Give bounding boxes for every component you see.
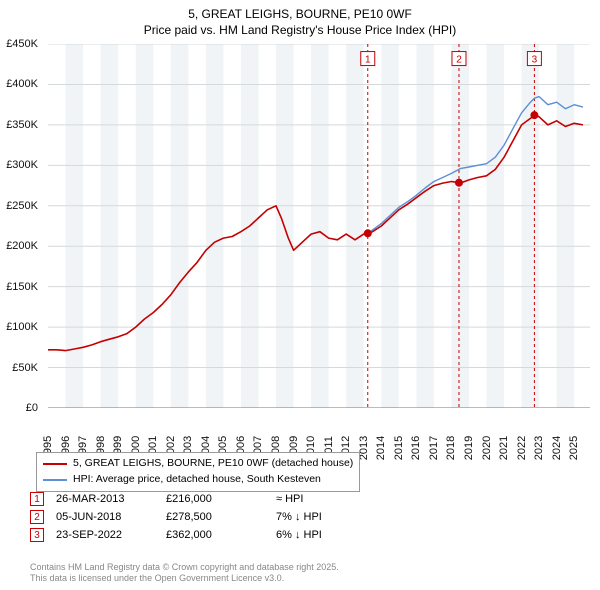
y-tick-label: £300K — [6, 159, 38, 171]
sale-price: £278,500 — [166, 508, 276, 526]
sale-date: 05-JUN-2018 — [56, 508, 166, 526]
sale-vs-hpi: 7% ↓ HPI — [276, 508, 334, 526]
svg-text:1: 1 — [365, 55, 371, 66]
y-tick-label: £350K — [6, 119, 38, 131]
title-subtitle: Price paid vs. HM Land Registry's House … — [0, 22, 600, 38]
table-row: 2 05-JUN-2018£278,5007% ↓ HPI — [30, 508, 334, 526]
x-tick-label: 2025 — [568, 436, 580, 460]
x-tick-label: 2021 — [498, 436, 510, 460]
y-tick-label: £100K — [6, 321, 38, 333]
svg-text:3: 3 — [532, 55, 538, 66]
table-row: 1 26-MAR-2013£216,000≈ HPI — [30, 490, 334, 508]
x-tick-label: 2017 — [428, 436, 440, 460]
x-tick-label: 2014 — [375, 436, 387, 460]
y-tick-label: £400K — [6, 78, 38, 90]
sale-date: 23-SEP-2022 — [56, 526, 166, 544]
y-axis: £0£50K£100K£150K£200K£250K£300K£350K£400… — [0, 44, 44, 408]
y-tick-label: £150K — [6, 281, 38, 293]
legend: 5, GREAT LEIGHS, BOURNE, PE10 0WF (detac… — [36, 452, 360, 492]
footer-attribution: Contains HM Land Registry data © Crown c… — [30, 562, 339, 585]
sale-price: £216,000 — [166, 490, 276, 508]
chart-plot-area: 1 2 3 — [48, 44, 590, 408]
footer-line2: This data is licensed under the Open Gov… — [30, 573, 339, 584]
x-tick-label: 2024 — [551, 436, 563, 460]
y-tick-label: £50K — [12, 362, 38, 374]
x-tick-label: 2016 — [410, 436, 422, 460]
sale-vs-hpi: ≈ HPI — [276, 490, 334, 508]
sale-marker-badge: 1 — [30, 492, 44, 506]
sale-marker-badge: 3 — [30, 528, 44, 542]
y-tick-label: £250K — [6, 200, 38, 212]
sale-marker-badge: 2 — [30, 510, 44, 524]
sales-table: 1 26-MAR-2013£216,000≈ HPI 2 05-JUN-2018£27… — [30, 490, 334, 544]
x-tick-label: 2022 — [516, 436, 528, 460]
chart-title: 5, GREAT LEIGHS, BOURNE, PE10 0WF Price … — [0, 0, 600, 38]
sale-date: 26-MAR-2013 — [56, 490, 166, 508]
x-tick-label: 2019 — [463, 436, 475, 460]
x-tick-label: 2020 — [481, 436, 493, 460]
x-tick-label: 2023 — [533, 436, 545, 460]
chart-svg: 1 2 3 — [48, 44, 590, 408]
legend-swatch — [43, 463, 67, 465]
legend-label: 5, GREAT LEIGHS, BOURNE, PE10 0WF (detac… — [73, 456, 353, 472]
x-tick-label: 2018 — [445, 436, 457, 460]
x-axis: 1995199619971998199920002001200220032004… — [48, 412, 590, 456]
svg-text:2: 2 — [456, 55, 462, 66]
table-row: 3 23-SEP-2022£362,0006% ↓ HPI — [30, 526, 334, 544]
title-address: 5, GREAT LEIGHS, BOURNE, PE10 0WF — [0, 6, 600, 22]
legend-item: 5, GREAT LEIGHS, BOURNE, PE10 0WF (detac… — [43, 456, 353, 472]
legend-label: HPI: Average price, detached house, Sout… — [73, 472, 321, 488]
legend-swatch — [43, 479, 67, 481]
y-tick-label: £450K — [6, 38, 38, 50]
x-tick-label: 2015 — [393, 436, 405, 460]
y-tick-label: £0 — [26, 402, 38, 414]
sale-price: £362,000 — [166, 526, 276, 544]
legend-item: HPI: Average price, detached house, Sout… — [43, 472, 353, 488]
y-tick-label: £200K — [6, 240, 38, 252]
footer-line1: Contains HM Land Registry data © Crown c… — [30, 562, 339, 573]
sale-vs-hpi: 6% ↓ HPI — [276, 526, 334, 544]
